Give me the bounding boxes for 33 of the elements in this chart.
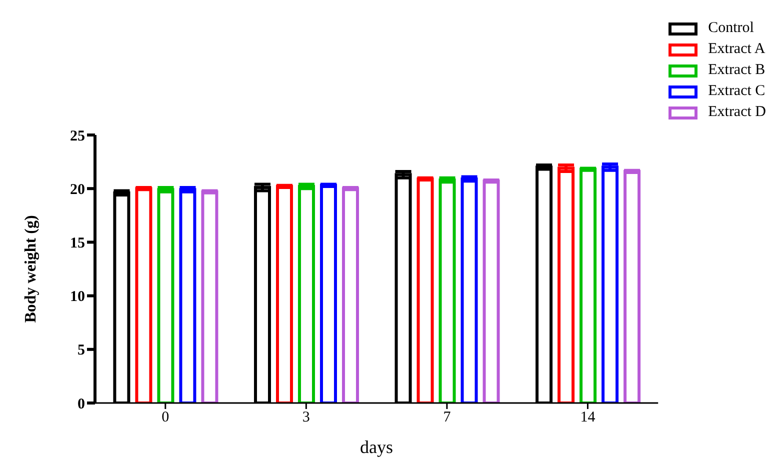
y-tick-label: 25: [70, 128, 85, 144]
x-tick-label: 0: [162, 410, 170, 426]
y-tick-label: 10: [70, 289, 85, 306]
x-tick-label: 7: [443, 410, 452, 426]
bar: [201, 190, 218, 403]
bar: [460, 177, 478, 403]
bar: [580, 168, 597, 403]
legend-label: Control: [708, 20, 754, 37]
y-tick-label: 0: [78, 396, 85, 412]
legend-label: Extract C: [708, 83, 766, 100]
x-axis-title: days: [360, 437, 394, 457]
bar: [624, 170, 641, 403]
legend-label: Extract A: [708, 41, 766, 58]
bar: [276, 184, 293, 403]
bar: [482, 180, 500, 403]
y-tick-label: 20: [70, 182, 85, 198]
bar: [438, 178, 456, 403]
x-tick-label: 3: [302, 410, 310, 426]
y-tick-label: 15: [70, 236, 85, 252]
legend-label: Extract B: [708, 62, 766, 79]
bar: [135, 187, 152, 403]
bar: [558, 166, 575, 403]
bar: [179, 188, 196, 403]
legend-label: Extract D: [708, 104, 766, 121]
bar: [416, 177, 434, 403]
bar: [320, 184, 337, 403]
bar: [602, 166, 619, 403]
x-tick-label: 14: [580, 410, 596, 426]
bar: [157, 188, 174, 403]
bar: [298, 184, 315, 403]
y-tick-label: 5: [78, 342, 85, 359]
bar: [342, 187, 359, 403]
y-axis-title: Body weight (g): [22, 215, 40, 323]
